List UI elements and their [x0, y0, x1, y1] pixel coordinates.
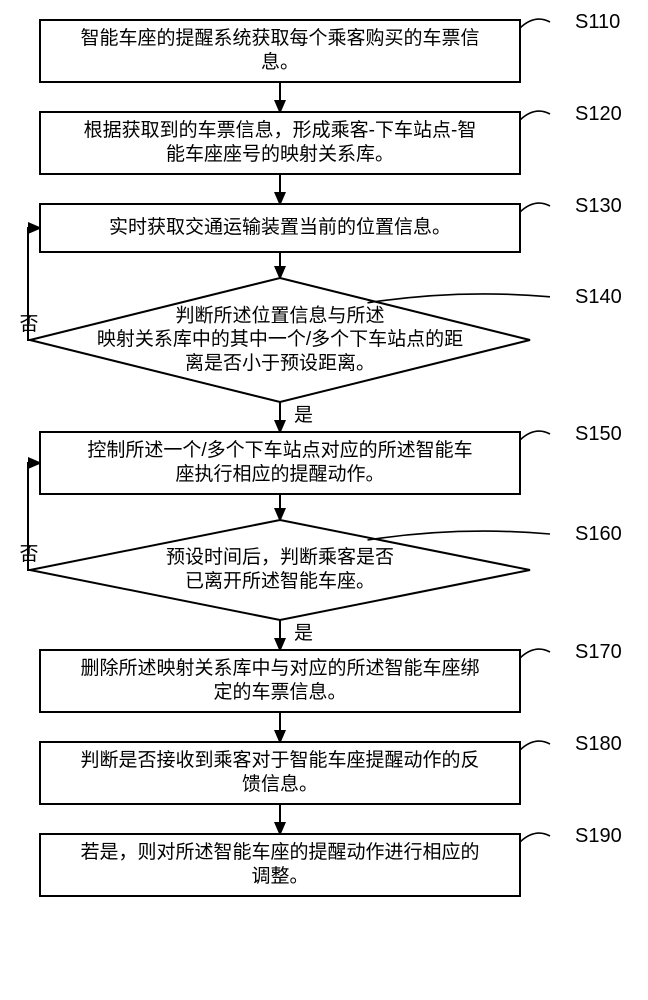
step-label-S110: S110	[575, 11, 620, 33]
svg-text:删除所述映射关系库中与对应的所述智能车座绑: 删除所述映射关系库中与对应的所述智能车座绑	[80, 657, 479, 679]
step-label-S130: S130	[575, 195, 622, 217]
svg-text:座执行相应的提醒动作。: 座执行相应的提醒动作。	[175, 463, 384, 485]
svg-text:实时获取交通运输装置当前的位置信息。: 实时获取交通运输装置当前的位置信息。	[109, 216, 451, 238]
svg-text:馈信息。: 馈信息。	[242, 773, 318, 795]
svg-text:判断所述位置信息与所述: 判断所述位置信息与所述	[175, 304, 384, 326]
svg-text:否: 否	[19, 314, 38, 335]
svg-text:调整。: 调整。	[251, 865, 308, 887]
step-label-S120: S120	[575, 103, 622, 125]
svg-text:已离开所述智能车座。: 已离开所述智能车座。	[185, 570, 375, 592]
svg-text:是: 是	[294, 405, 313, 426]
svg-text:息。: 息。	[261, 51, 299, 73]
svg-text:映射关系库中的其中一个/多个下车站点的距: 映射关系库中的其中一个/多个下车站点的距	[97, 328, 463, 350]
svg-text:根据获取到的车票信息，形成乘客-下车站点-智: 根据获取到的车票信息，形成乘客-下车站点-智	[84, 119, 477, 141]
svg-text:若是，则对所述智能车座的提醒动作进行相应的: 若是，则对所述智能车座的提醒动作进行相应的	[80, 841, 479, 863]
svg-text:预设时间后，判断乘客是否: 预设时间后，判断乘客是否	[166, 546, 394, 568]
step-label-S150: S150	[575, 423, 622, 445]
svg-text:是: 是	[294, 623, 313, 644]
step-label-S180: S180	[575, 733, 622, 755]
svg-text:控制所述一个/多个下车站点对应的所述智能车: 控制所述一个/多个下车站点对应的所述智能车	[87, 439, 472, 461]
svg-text:离是否小于预设距离。: 离是否小于预设距离。	[185, 352, 375, 374]
step-label-S170: S170	[575, 641, 622, 663]
svg-text:定的车票信息。: 定的车票信息。	[213, 681, 346, 703]
flowchart: 是是否否智能车座的提醒系统获取每个乘客购买的车票信息。S110根据获取到的车票信…	[0, 0, 648, 1000]
step-label-S140: S140	[575, 286, 622, 308]
step-label-S160: S160	[575, 523, 622, 545]
svg-text:能车座座号的映射关系库。: 能车座座号的映射关系库。	[166, 143, 394, 165]
step-label-S190: S190	[575, 825, 622, 847]
svg-text:否: 否	[19, 544, 38, 565]
svg-text:智能车座的提醒系统获取每个乘客购买的车票信: 智能车座的提醒系统获取每个乘客购买的车票信	[80, 27, 479, 49]
svg-text:判断是否接收到乘客对于智能车座提醒动作的反: 判断是否接收到乘客对于智能车座提醒动作的反	[80, 749, 479, 771]
